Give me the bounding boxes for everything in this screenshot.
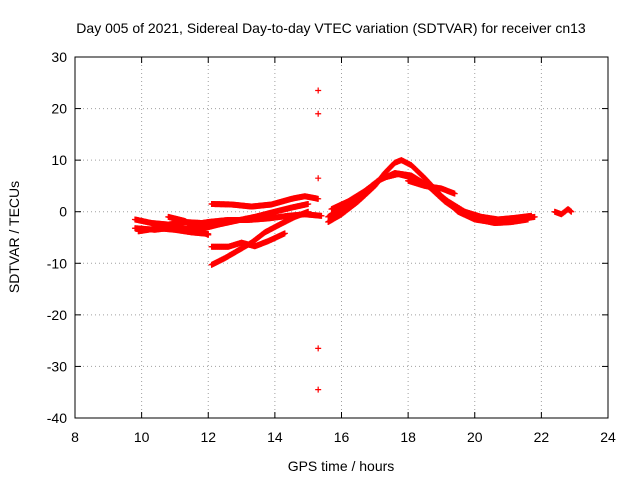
chart-title: Day 005 of 2021, Sidereal Day-to-day VTE…	[76, 20, 586, 36]
y-tick-label: -30	[47, 358, 67, 374]
x-tick-label: 12	[200, 429, 216, 445]
data-point	[568, 208, 575, 215]
data-point	[305, 208, 312, 215]
outlier-point	[315, 87, 322, 94]
x-axis: 8 10 12 14 16 18 20 22 24	[71, 57, 616, 445]
y-tick-label: 30	[51, 49, 67, 65]
data-point	[305, 200, 312, 207]
data-point	[318, 212, 325, 219]
y-axis: -40 -30 -20 -10 0 10 20 30	[47, 49, 608, 426]
data-point	[205, 231, 212, 238]
data-points	[131, 87, 575, 393]
x-tick-label: 8	[71, 429, 79, 445]
data-point	[451, 190, 458, 197]
outlier-point	[315, 110, 322, 117]
x-tick-label: 14	[267, 429, 283, 445]
data-point	[315, 195, 322, 202]
y-axis-title: SDTVAR / TECUs	[6, 181, 22, 293]
outlier-point	[315, 386, 322, 393]
x-tick-label: 22	[534, 429, 550, 445]
y-tick-label: 0	[59, 204, 67, 220]
y-tick-label: -20	[47, 307, 67, 323]
outlier-point	[315, 345, 322, 352]
x-axis-title: GPS time / hours	[288, 458, 395, 474]
y-tick-label: 10	[51, 152, 67, 168]
y-tick-label: 20	[51, 101, 67, 117]
x-tick-label: 18	[400, 429, 416, 445]
data-point	[531, 213, 538, 220]
y-tick-label: -40	[47, 410, 67, 426]
x-tick-label: 16	[334, 429, 350, 445]
x-tick-label: 10	[134, 429, 150, 445]
data-point	[528, 212, 535, 219]
x-tick-label: 20	[467, 429, 483, 445]
data-point	[281, 230, 288, 237]
x-tick-label: 24	[600, 429, 616, 445]
outlier-point	[315, 175, 322, 182]
grid	[75, 57, 608, 418]
y-tick-label: -10	[47, 255, 67, 271]
